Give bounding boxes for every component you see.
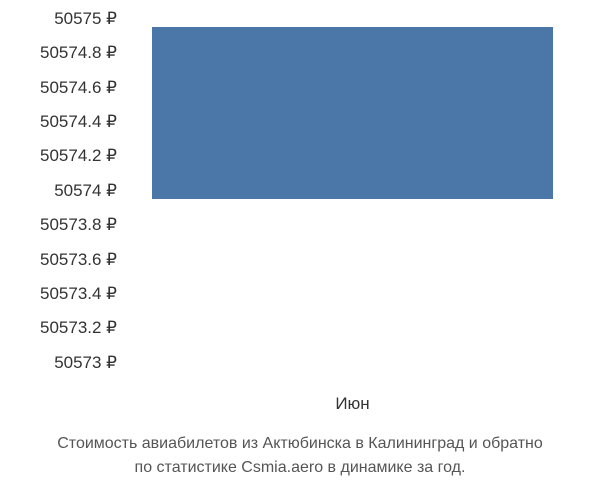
y-tick: 50574.8 ₽ <box>20 44 125 78</box>
y-tick: 50573.6 ₽ <box>20 251 125 285</box>
caption-line: Стоимость авиабилетов из Актюбинска в Ка… <box>20 432 580 456</box>
plot-area: 50575 ₽ 50574.8 ₽ 50574.6 ₽ 50574.4 ₽ 50… <box>20 10 580 388</box>
y-tick: 50573.2 ₽ <box>20 319 125 353</box>
y-tick: 50574.4 ₽ <box>20 113 125 147</box>
x-axis: Июн <box>20 394 580 414</box>
y-tick: 50573.8 ₽ <box>20 216 125 250</box>
x-tick: Июн <box>125 394 580 414</box>
y-tick: 50574.6 ₽ <box>20 79 125 113</box>
chart-caption: Стоимость авиабилетов из Актюбинска в Ка… <box>20 432 580 480</box>
y-tick: 50573.4 ₽ <box>20 285 125 319</box>
bar <box>152 27 552 199</box>
y-tick: 50574.2 ₽ <box>20 147 125 181</box>
y-tick: 50573 ₽ <box>20 354 125 388</box>
caption-line: по статистике Csmia.aero в динамике за г… <box>20 456 580 480</box>
bar-chart: 50575 ₽ 50574.8 ₽ 50574.6 ₽ 50574.4 ₽ 50… <box>20 10 580 414</box>
y-axis: 50575 ₽ 50574.8 ₽ 50574.6 ₽ 50574.4 ₽ 50… <box>20 10 125 388</box>
y-tick: 50574 ₽ <box>20 182 125 216</box>
plot-body <box>125 10 580 388</box>
y-tick: 50575 ₽ <box>20 10 125 44</box>
